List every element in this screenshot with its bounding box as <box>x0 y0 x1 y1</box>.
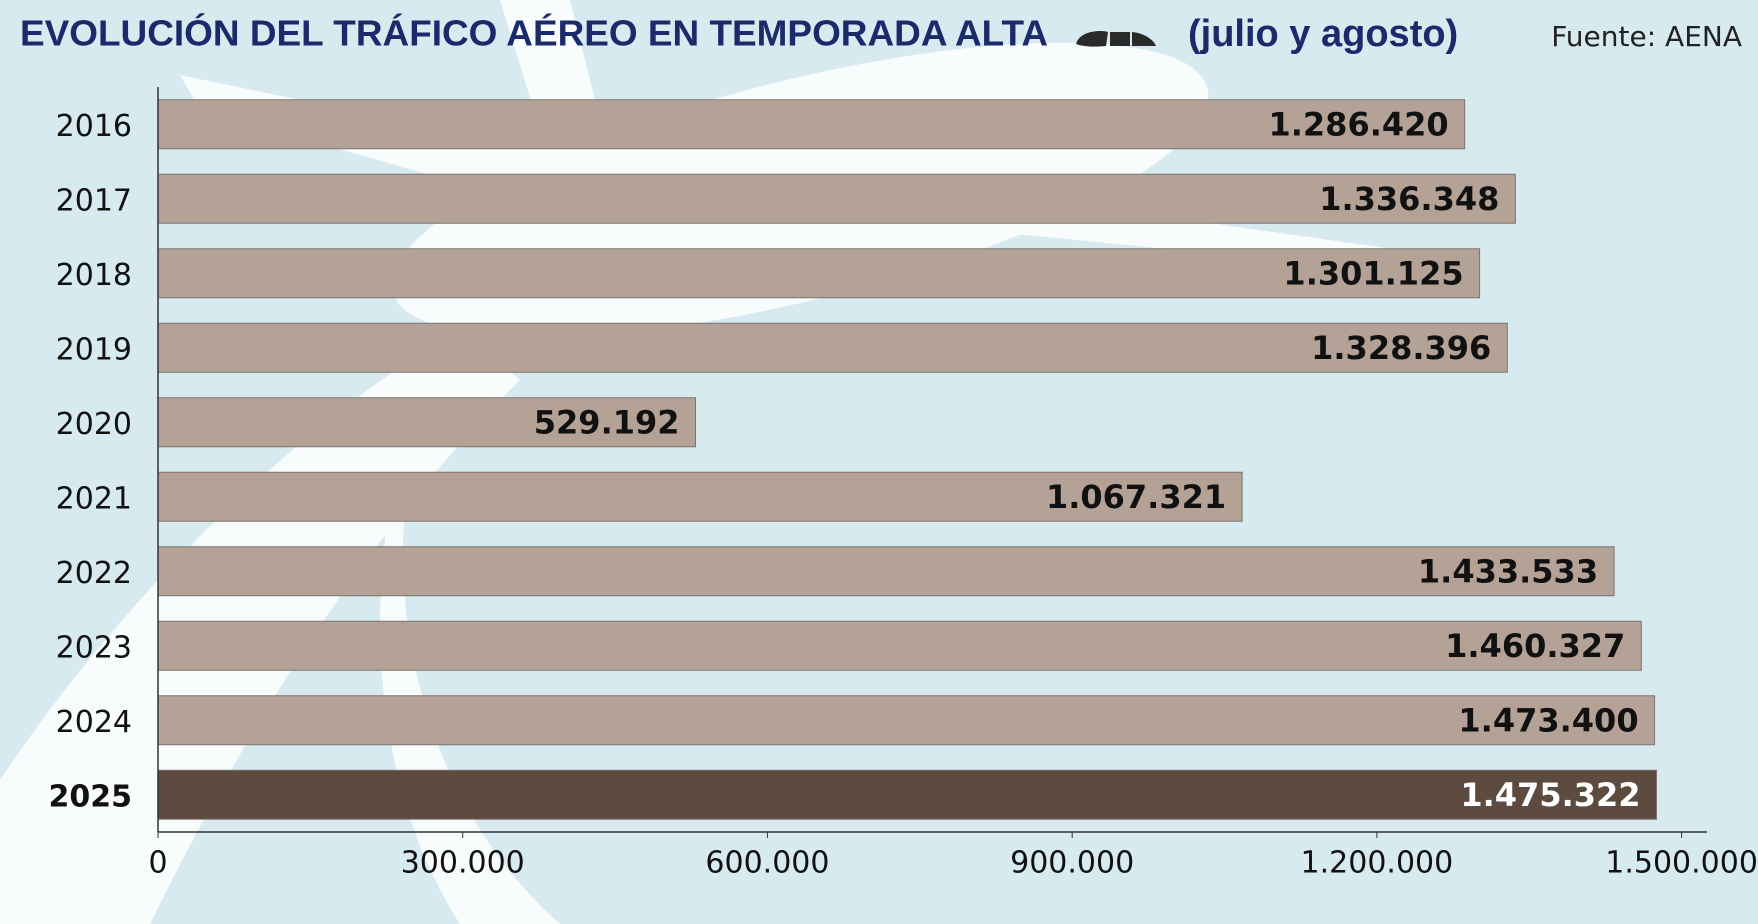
bar <box>157 99 1466 150</box>
y-tick-label: 2016 <box>56 109 132 144</box>
bar <box>157 248 1481 299</box>
y-tick-label: 2022 <box>56 556 132 591</box>
value-label: 1.286.420 <box>1268 105 1448 143</box>
x-tick-label: 1.200.000 <box>1301 846 1454 881</box>
bar <box>157 322 1508 373</box>
x-tick-label: 300.000 <box>401 846 525 881</box>
value-label: 1.460.327 <box>1445 627 1625 665</box>
chart-title: EVOLUCIÓN DEL TRÁFICO AÉREO EN TEMPORADA… <box>20 12 1048 54</box>
bar <box>157 769 1658 820</box>
y-tick-label: 2023 <box>56 630 132 665</box>
plane-icon <box>1076 31 1156 47</box>
value-label: 529.192 <box>534 403 680 441</box>
y-tick-label: 2019 <box>56 332 132 367</box>
x-tick-label: 1.500.000 <box>1605 846 1758 881</box>
value-label: 1.433.533 <box>1418 552 1598 590</box>
source: Fuente: AENA <box>1551 20 1742 53</box>
bar <box>157 620 1642 671</box>
x-tick-label: 0 <box>148 846 167 881</box>
value-label: 1.475.322 <box>1460 776 1640 814</box>
y-tick-label: 2020 <box>56 407 132 442</box>
y-tick-label: 2021 <box>56 481 132 516</box>
x-tick-label: 600.000 <box>705 846 829 881</box>
y-tick-label: 2024 <box>56 705 132 740</box>
value-label: 1.301.125 <box>1283 254 1463 292</box>
chart-subtitle: (julio y agosto) <box>1188 13 1458 55</box>
bar <box>157 173 1516 224</box>
y-tick-label: 2018 <box>56 258 132 293</box>
value-label: 1.336.348 <box>1319 180 1499 218</box>
bar <box>157 546 1615 597</box>
bar <box>157 695 1656 746</box>
y-tick-label: 2017 <box>56 183 132 218</box>
value-label: 1.328.396 <box>1311 329 1491 367</box>
value-label: 1.473.400 <box>1458 701 1638 739</box>
value-label: 1.067.321 <box>1046 478 1226 516</box>
y-tick-label: 2025 <box>49 779 133 814</box>
x-tick-label: 900.000 <box>1010 846 1134 881</box>
plot: 2016 1.286.420 2017 1.336.348 2018 1.301.125 2… <box>49 87 1758 881</box>
bar <box>157 397 697 448</box>
bar <box>157 471 1243 522</box>
